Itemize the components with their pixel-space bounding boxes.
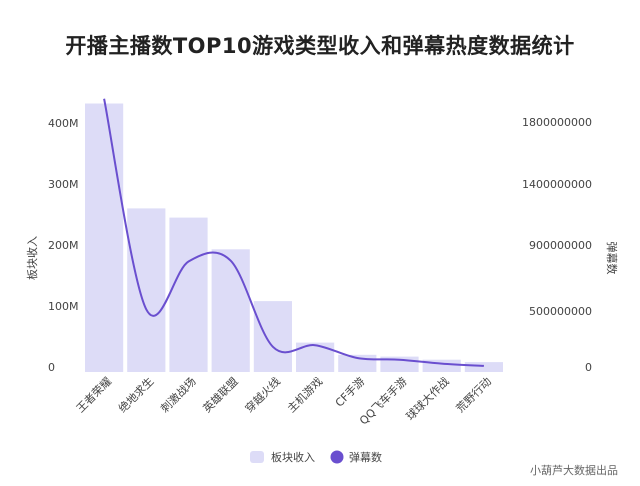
legend-label-line: 弹幕数 [349,450,382,464]
right-tick-label: 1400000000 [522,178,592,191]
right-tick-label: 500000000 [529,305,592,318]
bar-英雄联盟[interactable] [211,249,250,372]
x-tick-label: 穿越火线 [242,374,283,415]
danmu-line-series [103,98,484,367]
left-tick-label: 0 [48,361,55,374]
right-tick-label: 1800000000 [522,116,592,129]
x-tick-label: 王者荣耀 [74,375,114,415]
x-tick-label: CF手游 [332,374,367,409]
bar-穿越火线[interactable] [253,301,292,372]
left-tick-label: 300M [48,178,79,191]
left-tick-label: 400M [48,117,79,130]
source-credit: 小葫芦大数据出品 [530,464,618,477]
left-axis-label: 板块收入 [25,236,39,280]
chart-title: 开播主播数TOP10游戏类型收入和弹幕热度数据统计 [65,34,575,58]
bar-绝地求生[interactable] [127,208,166,372]
x-tick-label: 主机游戏 [284,374,325,415]
right-tick-label: 900000000 [529,239,592,252]
legend-swatch-line[interactable] [330,450,344,464]
right-tick-label: 0 [585,361,592,374]
bar-荒野行动[interactable] [464,362,503,372]
bar-刺激战场[interactable] [169,217,208,372]
legend-swatch-bar[interactable] [250,451,264,463]
x-axis-ticks: 王者荣耀 绝地求生 刺激战场 英雄联盟 穿越火线 主机游戏 CF手游QQ飞车手游球球大作战荒… [74,374,494,427]
left-tick-label: 100M [48,300,79,313]
right-axis-label: 弹幕数 [605,242,619,275]
right-axis-ticks: 0 500000000 900000000 1400000000 1800000000 [522,116,592,374]
x-tick-label: 球球大作战 [403,374,452,423]
x-tick-label: 绝地求生 [115,374,156,415]
legend: 板块收入 弹幕数 [250,450,382,464]
left-tick-label: 200M [48,239,79,252]
legend-label-bar: 板块收入 [271,450,315,464]
bar-王者荣耀[interactable] [85,103,124,373]
x-tick-label: 英雄联盟 [200,374,241,415]
left-axis-ticks: 0 100M 200M 300M 400M [48,117,79,374]
x-tick-label: 刺激战场 [158,374,199,415]
x-tick-label: 荒野行动 [454,375,494,415]
bar-series [85,103,503,373]
